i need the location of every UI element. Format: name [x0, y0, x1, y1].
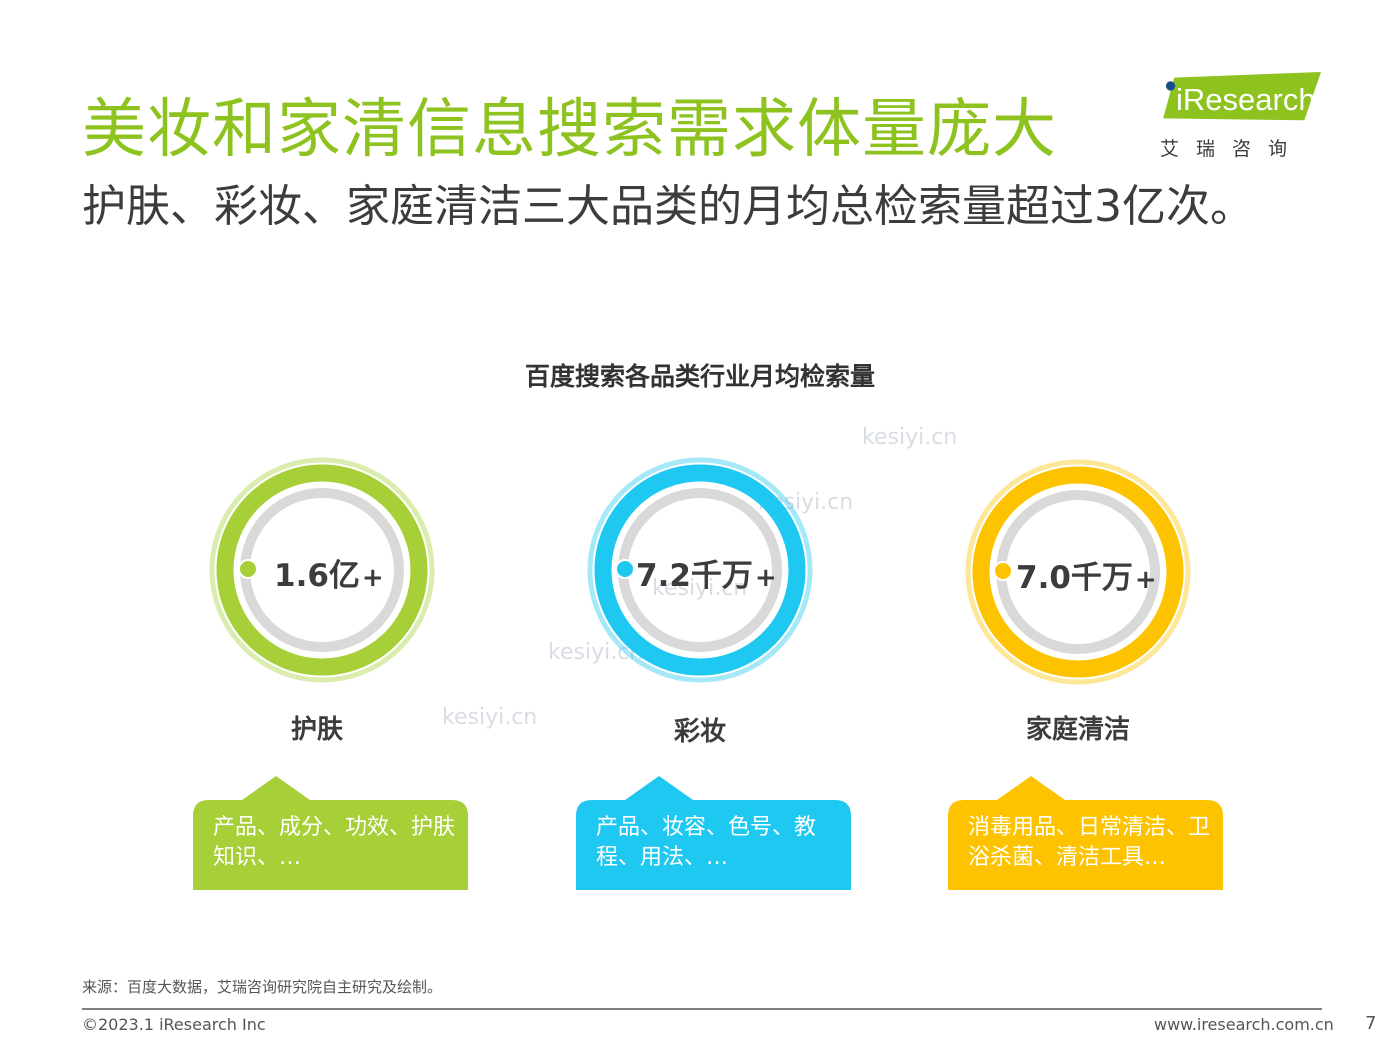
ring-dot: [238, 559, 258, 579]
ring-outer-glow: [587, 457, 813, 683]
page-title: 美妆和家清信息搜索需求体量庞大: [82, 93, 1057, 167]
value-number: 7.2千万: [636, 558, 753, 594]
value-suffix: +: [1134, 565, 1157, 595]
logo-text: iResearch: [1176, 82, 1316, 117]
page-subtitle: 护肤、彩妆、家庭清洁三大品类的月均总检索量超过3亿次。: [82, 181, 1254, 232]
value-number: 7.0千万: [1016, 560, 1133, 596]
ring-dot: [993, 561, 1013, 581]
ring-outer-glow: [209, 457, 435, 683]
value-suffix: +: [754, 563, 777, 593]
value-number: 1.6亿: [274, 558, 360, 594]
callout-box: [948, 776, 1223, 890]
logo-badge: [1163, 72, 1321, 121]
callout-text: 产品、成分、功效、护肤知识、…: [213, 815, 456, 870]
callout-box: [576, 776, 851, 890]
category-label: 家庭清洁: [1025, 715, 1130, 745]
callout-text: 消毒用品、日常清洁、卫浴杀菌、清洁工具…: [968, 815, 1211, 870]
copyright: ©2023.1 iResearch Inc: [82, 1015, 266, 1034]
value-label: 1.6亿+: [274, 550, 384, 595]
value-label: 7.2千万+: [636, 550, 777, 595]
watermark: kesiyi.cn: [862, 425, 958, 450]
ring-outer: [594, 464, 806, 676]
footer-divider: [82, 1008, 1322, 1010]
ring-outer: [216, 464, 428, 676]
logo-chinese: 艾瑞咨询: [1160, 138, 1305, 160]
callout-text: 产品、妆容、色号、教程、用法、…: [596, 815, 817, 870]
value-suffix: +: [361, 563, 384, 593]
chart-title: 百度搜索各品类行业月均检索量: [524, 362, 875, 391]
category-label: 彩妆: [673, 717, 726, 747]
value-label: 7.0千万+: [1016, 552, 1157, 597]
watermark: kesiyi.cn: [442, 705, 538, 730]
ring-outer-glow: [965, 459, 1191, 685]
callout-box: [193, 776, 468, 890]
website-link[interactable]: www.iresearch.com.cn: [1154, 1015, 1334, 1034]
iresearch-logo: iResearch 艾瑞咨询: [1158, 72, 1330, 162]
ring-dot: [615, 559, 635, 579]
watermark: kesiyi.cn: [652, 576, 748, 601]
source-note: 来源：百度大数据，艾瑞咨询研究院自主研究及绘制。: [82, 978, 443, 996]
page-number: 7: [1365, 1013, 1377, 1034]
ring-outer: [972, 466, 1184, 678]
category-label: 护肤: [290, 715, 343, 745]
